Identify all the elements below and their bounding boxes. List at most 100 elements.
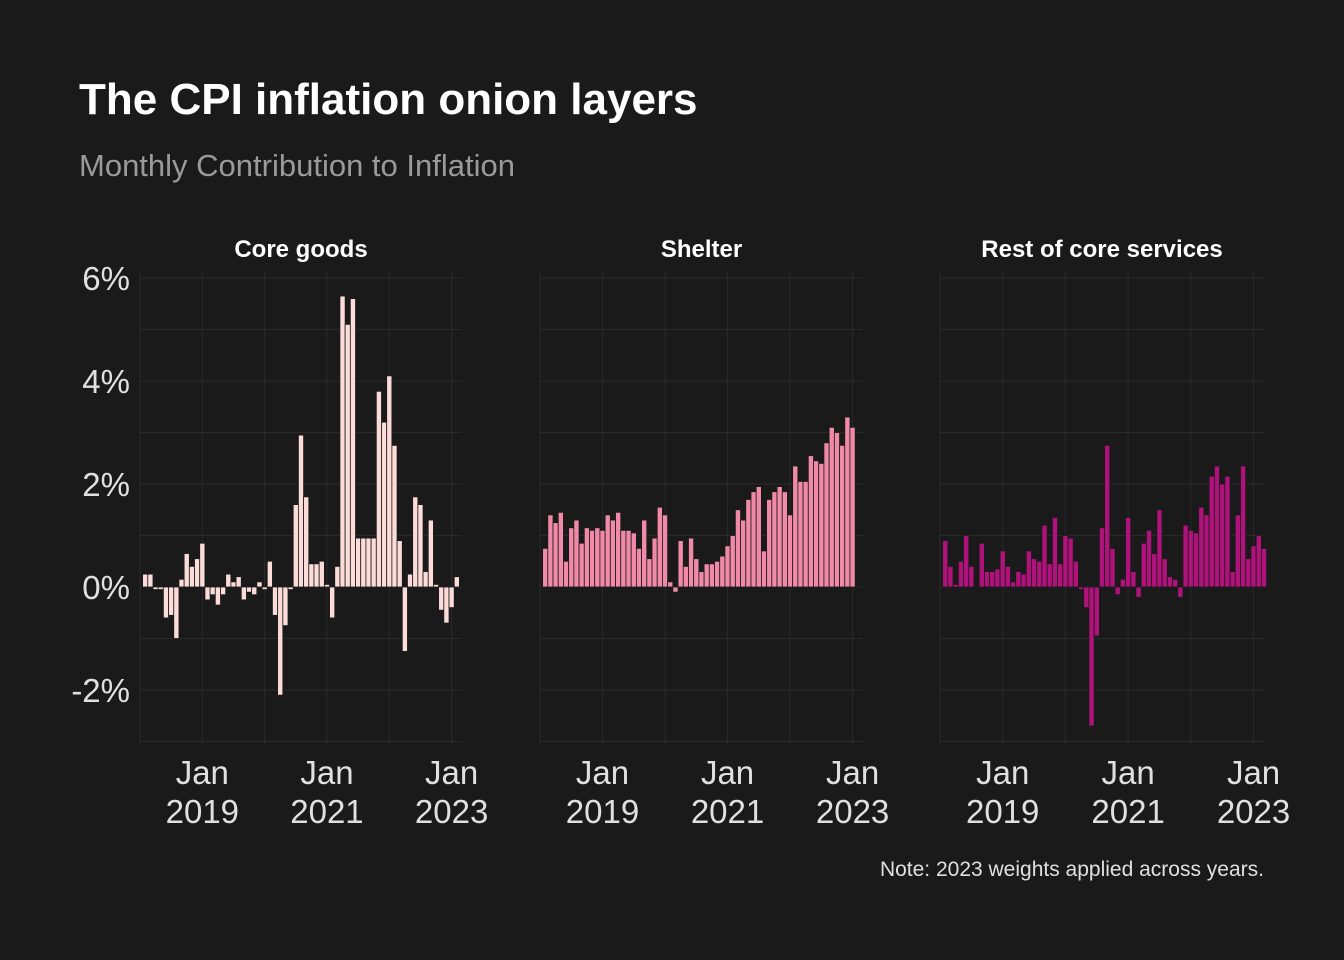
x-tick-label-month: Jan xyxy=(1227,754,1280,791)
bar xyxy=(1109,547,1116,588)
bar xyxy=(1093,586,1100,637)
bar xyxy=(573,519,580,588)
bar xyxy=(401,586,408,652)
bar xyxy=(1051,517,1058,588)
bar xyxy=(693,558,700,588)
x-tick-label-year: 2023 xyxy=(415,793,488,830)
bar xyxy=(407,573,414,588)
bar xyxy=(589,529,596,588)
bar xyxy=(1004,566,1011,588)
bar xyxy=(412,496,419,588)
bar xyxy=(1041,524,1048,588)
bar xyxy=(1240,465,1247,588)
bar xyxy=(391,444,398,588)
bar xyxy=(422,571,429,588)
y-tick-label: 6% xyxy=(82,260,130,297)
bar xyxy=(635,547,642,588)
y-axis: -2% 0% 2% 4% 6% xyxy=(71,260,130,709)
bar xyxy=(438,586,445,611)
bar xyxy=(1098,527,1106,588)
bar xyxy=(563,560,570,588)
bar xyxy=(1114,586,1121,596)
bar xyxy=(973,586,980,588)
bar xyxy=(714,560,721,588)
bar xyxy=(220,586,227,596)
bar xyxy=(1245,558,1252,588)
bar xyxy=(318,560,325,588)
bar xyxy=(583,527,590,588)
bar xyxy=(339,295,346,588)
bar xyxy=(308,563,315,588)
bar xyxy=(360,537,367,588)
bar xyxy=(194,558,201,588)
bar xyxy=(813,460,820,588)
bar xyxy=(266,560,273,588)
bar xyxy=(1031,558,1038,588)
bar xyxy=(1130,571,1137,588)
bar xyxy=(1104,444,1111,588)
bar xyxy=(1213,465,1220,588)
bar xyxy=(719,555,726,588)
bar xyxy=(443,586,450,624)
bar xyxy=(433,584,440,588)
bar xyxy=(292,504,299,588)
bar xyxy=(942,540,949,588)
bar xyxy=(947,566,954,588)
x-tick-label-month: Jan xyxy=(976,754,1029,791)
bar xyxy=(1193,532,1200,588)
bar xyxy=(1234,514,1241,588)
bar xyxy=(1219,483,1226,588)
x-tick-label-month: Jan xyxy=(701,754,754,791)
x-tick-label-year: 2019 xyxy=(966,793,1039,830)
bar xyxy=(677,540,684,588)
bar xyxy=(298,434,304,588)
chart-title: The CPI inflation onion layers xyxy=(79,75,698,124)
bar xyxy=(1166,576,1173,588)
bar xyxy=(240,586,247,601)
bar xyxy=(225,573,232,588)
bar xyxy=(625,529,632,588)
bar xyxy=(792,465,799,588)
y-tick-label: 0% xyxy=(82,569,130,606)
bar xyxy=(453,576,460,588)
bar xyxy=(604,514,611,588)
bar xyxy=(1250,545,1257,588)
bar xyxy=(1119,578,1126,588)
facet-panels: Core goodsJan2019Jan2021Jan2023ShelterJa… xyxy=(139,236,1290,830)
bar xyxy=(1072,560,1079,588)
bar xyxy=(1036,560,1043,588)
bar xyxy=(365,537,372,588)
bar xyxy=(1198,506,1205,588)
bar xyxy=(235,576,242,588)
bar xyxy=(1057,563,1064,588)
bar xyxy=(1020,573,1027,588)
bar xyxy=(667,581,674,588)
bar xyxy=(698,571,705,588)
y-tick-label: -2% xyxy=(71,672,130,709)
bar xyxy=(246,586,253,593)
bar xyxy=(147,573,154,588)
bar xyxy=(381,421,388,588)
bar xyxy=(1203,514,1210,588)
bar xyxy=(797,481,804,588)
bar xyxy=(745,499,752,588)
bar xyxy=(349,298,356,588)
bar xyxy=(1208,475,1215,588)
bar xyxy=(199,542,206,588)
x-tick-label-month: Jan xyxy=(425,754,478,791)
bar xyxy=(1025,550,1032,588)
bar xyxy=(776,486,783,588)
bar xyxy=(828,426,835,588)
bar xyxy=(734,509,741,588)
bar xyxy=(1125,517,1132,588)
bar xyxy=(1015,571,1022,588)
bar xyxy=(329,586,336,619)
x-tick-label-year: 2019 xyxy=(566,793,639,830)
bar xyxy=(771,491,778,588)
bar xyxy=(1010,581,1017,588)
bar xyxy=(978,542,985,588)
bar xyxy=(662,514,669,588)
bar xyxy=(833,432,840,588)
